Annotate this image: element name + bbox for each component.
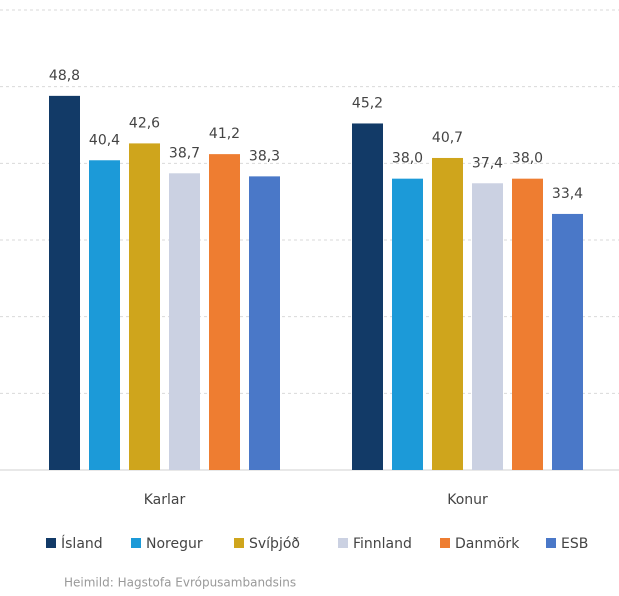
data-label: 33,4	[552, 186, 583, 202]
bar	[392, 178, 423, 470]
bar	[169, 173, 200, 471]
legend-swatch	[440, 538, 450, 548]
bar	[89, 160, 120, 470]
data-label: 48,8	[49, 68, 80, 84]
legend-label: Danmörk	[455, 536, 520, 552]
data-label: 40,7	[432, 130, 463, 146]
x-tick-label: Karlar	[144, 492, 186, 508]
source-note: Heimild: Hagstofa Evrópusambandsins	[64, 576, 296, 590]
legend-swatch	[46, 538, 56, 548]
x-tick-label: Konur	[447, 492, 488, 508]
data-label: 42,6	[129, 115, 160, 131]
bar	[432, 157, 463, 470]
bar	[49, 95, 80, 470]
data-label: 45,2	[352, 95, 383, 111]
legend-label: Finnland	[353, 536, 412, 552]
legend-swatch	[234, 538, 244, 548]
legend-label: Noregur	[146, 536, 203, 552]
bar	[552, 213, 583, 470]
data-label: 40,4	[89, 132, 120, 148]
data-label: 38,3	[249, 148, 280, 164]
legend-label: Svíþjóð	[249, 536, 300, 552]
data-label: 38,7	[169, 145, 200, 161]
bar	[129, 143, 160, 470]
bar	[209, 154, 240, 470]
legend-swatch	[338, 538, 348, 548]
data-label: 37,4	[472, 155, 503, 171]
bar	[352, 123, 383, 470]
legend-label: Ísland	[61, 535, 103, 552]
data-label: 38,0	[512, 151, 543, 167]
legend-swatch	[131, 538, 141, 548]
legend-label: ESB	[561, 536, 588, 552]
data-label: 38,0	[392, 151, 423, 167]
bar	[472, 183, 503, 470]
bar	[249, 176, 280, 470]
bar	[512, 178, 543, 470]
data-label: 41,2	[209, 126, 240, 142]
legend-swatch	[546, 538, 556, 548]
